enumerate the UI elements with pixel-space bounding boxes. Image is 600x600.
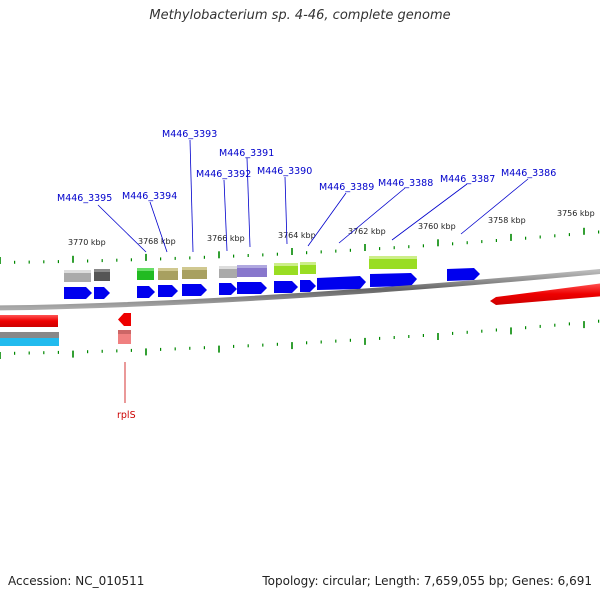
forward-cds-track: [64, 268, 480, 299]
leader-line-3387: [391, 183, 468, 241]
cds-arrow[interactable]: [447, 268, 480, 281]
leader-line-3390: [284, 176, 288, 245]
feature-box[interactable]: [369, 256, 417, 269]
kbp-label-3762: 3762 kbp: [348, 227, 386, 236]
gene-label-rplS[interactable]: rplS: [117, 410, 136, 421]
genome-backbone: [0, 268, 600, 311]
cds-arrow[interactable]: [182, 284, 207, 296]
gene-label-3391[interactable]: M446_3391: [219, 148, 274, 159]
feature-box[interactable]: [158, 268, 178, 280]
rplS-feature-bottom[interactable]: [118, 334, 131, 344]
kbp-label-3756: 3756 kbp: [557, 209, 595, 218]
accession-label: Accession: NC_010511: [8, 574, 145, 588]
kbp-scale-labels: 3770 kbp 3768 kbp 3766 kbp 3764 kbp 3762…: [68, 209, 595, 247]
outer-tick-row: [0, 227, 600, 264]
cds-arrow[interactable]: [219, 283, 237, 295]
gene-label-3394[interactable]: M446_3394: [122, 191, 177, 202]
genome-summary: Topology: circular; Length: 7,659,055 bp…: [262, 574, 592, 588]
cds-arrow[interactable]: [137, 286, 155, 298]
leader-line-3394: [149, 201, 168, 253]
leader-line-3391: [246, 157, 251, 248]
cds-arrow[interactable]: [237, 282, 267, 294]
gene-label-group: M446_3395 M446_3394 M446_3393 M446_3392 …: [57, 129, 556, 204]
cds-arrow[interactable]: [317, 276, 366, 290]
kbp-label-3768: 3768 kbp: [138, 237, 176, 246]
feature-box[interactable]: [64, 270, 91, 282]
leader-line-3386: [460, 178, 529, 235]
rplS-feature-top[interactable]: [118, 330, 131, 334]
cds-arrow[interactable]: [274, 281, 298, 293]
cds-arrow[interactable]: [158, 285, 178, 297]
feature-box[interactable]: [94, 269, 110, 281]
leader-line-3393: [189, 139, 194, 253]
map-title: Methylobacterium sp. 4-46, complete geno…: [149, 8, 451, 23]
gene-label-3389[interactable]: M446_3389: [319, 182, 374, 193]
reverse-feature-gray[interactable]: [0, 332, 59, 338]
cds-arrow[interactable]: [370, 273, 417, 287]
inner-tick-row: [0, 319, 600, 359]
leader-line-3395: [97, 204, 147, 253]
gene-label-3392[interactable]: M446_3392: [196, 169, 251, 180]
feature-track: [64, 256, 417, 282]
kbp-label-3760: 3760 kbp: [418, 222, 456, 231]
reverse-feature-red[interactable]: [0, 315, 58, 327]
feature-box[interactable]: [219, 266, 237, 278]
gene-label-3395[interactable]: M446_3395: [57, 193, 112, 204]
feature-box[interactable]: [274, 263, 298, 275]
kbp-label-3758: 3758 kbp: [488, 216, 526, 225]
gene-label-3388[interactable]: M446_3388: [378, 178, 433, 189]
cds-arrow[interactable]: [64, 287, 92, 299]
cds-arrow[interactable]: [94, 287, 110, 299]
feature-box[interactable]: [300, 262, 316, 274]
leader-line-3388: [338, 187, 406, 244]
kbp-label-3764: 3764 kbp: [278, 231, 316, 240]
gene-label-3393[interactable]: M446_3393: [162, 129, 217, 140]
kbp-label-3770: 3770 kbp: [68, 238, 106, 247]
gene-label-3387[interactable]: M446_3387: [440, 174, 495, 185]
feature-box[interactable]: [137, 268, 154, 280]
reverse-feature-cyan[interactable]: [0, 338, 59, 346]
gene-label-3390[interactable]: M446_3390: [257, 166, 312, 177]
reverse-rrna-arrow[interactable]: [490, 283, 600, 305]
feature-box[interactable]: [182, 267, 207, 279]
cds-arrow[interactable]: [300, 280, 316, 292]
leader-line-3389: [307, 192, 347, 247]
rplS-arrow[interactable]: [118, 313, 131, 326]
feature-box[interactable]: [237, 265, 267, 277]
label-leader-lines: [97, 139, 529, 253]
gene-label-3386[interactable]: M446_3386: [501, 168, 556, 179]
leader-line-3392: [223, 179, 228, 252]
kbp-label-3766: 3766 kbp: [207, 234, 245, 243]
